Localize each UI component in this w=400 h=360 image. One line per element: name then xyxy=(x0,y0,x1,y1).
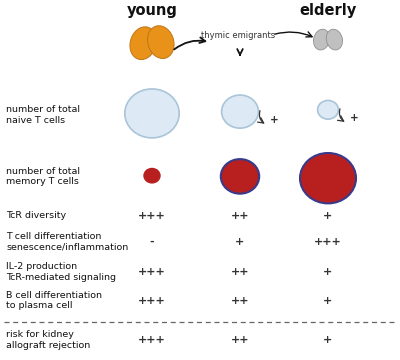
Text: risk for kidney: risk for kidney xyxy=(6,330,74,339)
Text: +++: +++ xyxy=(138,296,166,306)
Text: number of total: number of total xyxy=(6,166,80,175)
Text: +++: +++ xyxy=(314,237,342,247)
Circle shape xyxy=(318,100,338,119)
Text: TcR diversity: TcR diversity xyxy=(6,211,66,220)
Text: +: + xyxy=(270,114,279,125)
Text: IL-2 production: IL-2 production xyxy=(6,262,77,271)
Ellipse shape xyxy=(148,26,174,58)
Text: +: + xyxy=(323,211,333,221)
Ellipse shape xyxy=(326,29,342,50)
Text: naive T cells: naive T cells xyxy=(6,116,65,125)
Circle shape xyxy=(125,89,179,138)
Text: +: + xyxy=(235,237,245,247)
Text: +: + xyxy=(323,296,333,306)
Circle shape xyxy=(300,153,356,203)
Text: TcR-mediated signaling: TcR-mediated signaling xyxy=(6,273,116,282)
Text: B cell differentiation: B cell differentiation xyxy=(6,291,102,300)
Ellipse shape xyxy=(130,27,156,59)
Text: thymic emigrants: thymic emigrants xyxy=(201,31,275,40)
Text: +++: +++ xyxy=(138,335,166,345)
Text: number of total: number of total xyxy=(6,105,80,114)
Ellipse shape xyxy=(314,29,330,50)
Text: to plasma cell: to plasma cell xyxy=(6,301,72,310)
Text: allograft rejection: allograft rejection xyxy=(6,341,90,350)
Text: +: + xyxy=(323,335,333,345)
Text: +: + xyxy=(323,267,333,277)
Text: ++: ++ xyxy=(231,296,249,306)
Text: ++: ++ xyxy=(231,267,249,277)
Circle shape xyxy=(221,159,259,194)
Text: -: - xyxy=(150,237,154,247)
Text: ++: ++ xyxy=(231,335,249,345)
Text: +: + xyxy=(350,113,359,123)
Text: ++: ++ xyxy=(231,211,249,221)
Text: +++: +++ xyxy=(138,267,166,277)
Text: senescence/inflammation: senescence/inflammation xyxy=(6,243,128,252)
Text: +++: +++ xyxy=(138,211,166,221)
Text: elderly: elderly xyxy=(299,3,357,18)
Text: T cell differentiation: T cell differentiation xyxy=(6,232,101,241)
Circle shape xyxy=(144,168,160,183)
Text: young: young xyxy=(126,3,178,18)
Circle shape xyxy=(222,95,258,128)
Text: memory T cells: memory T cells xyxy=(6,177,79,186)
